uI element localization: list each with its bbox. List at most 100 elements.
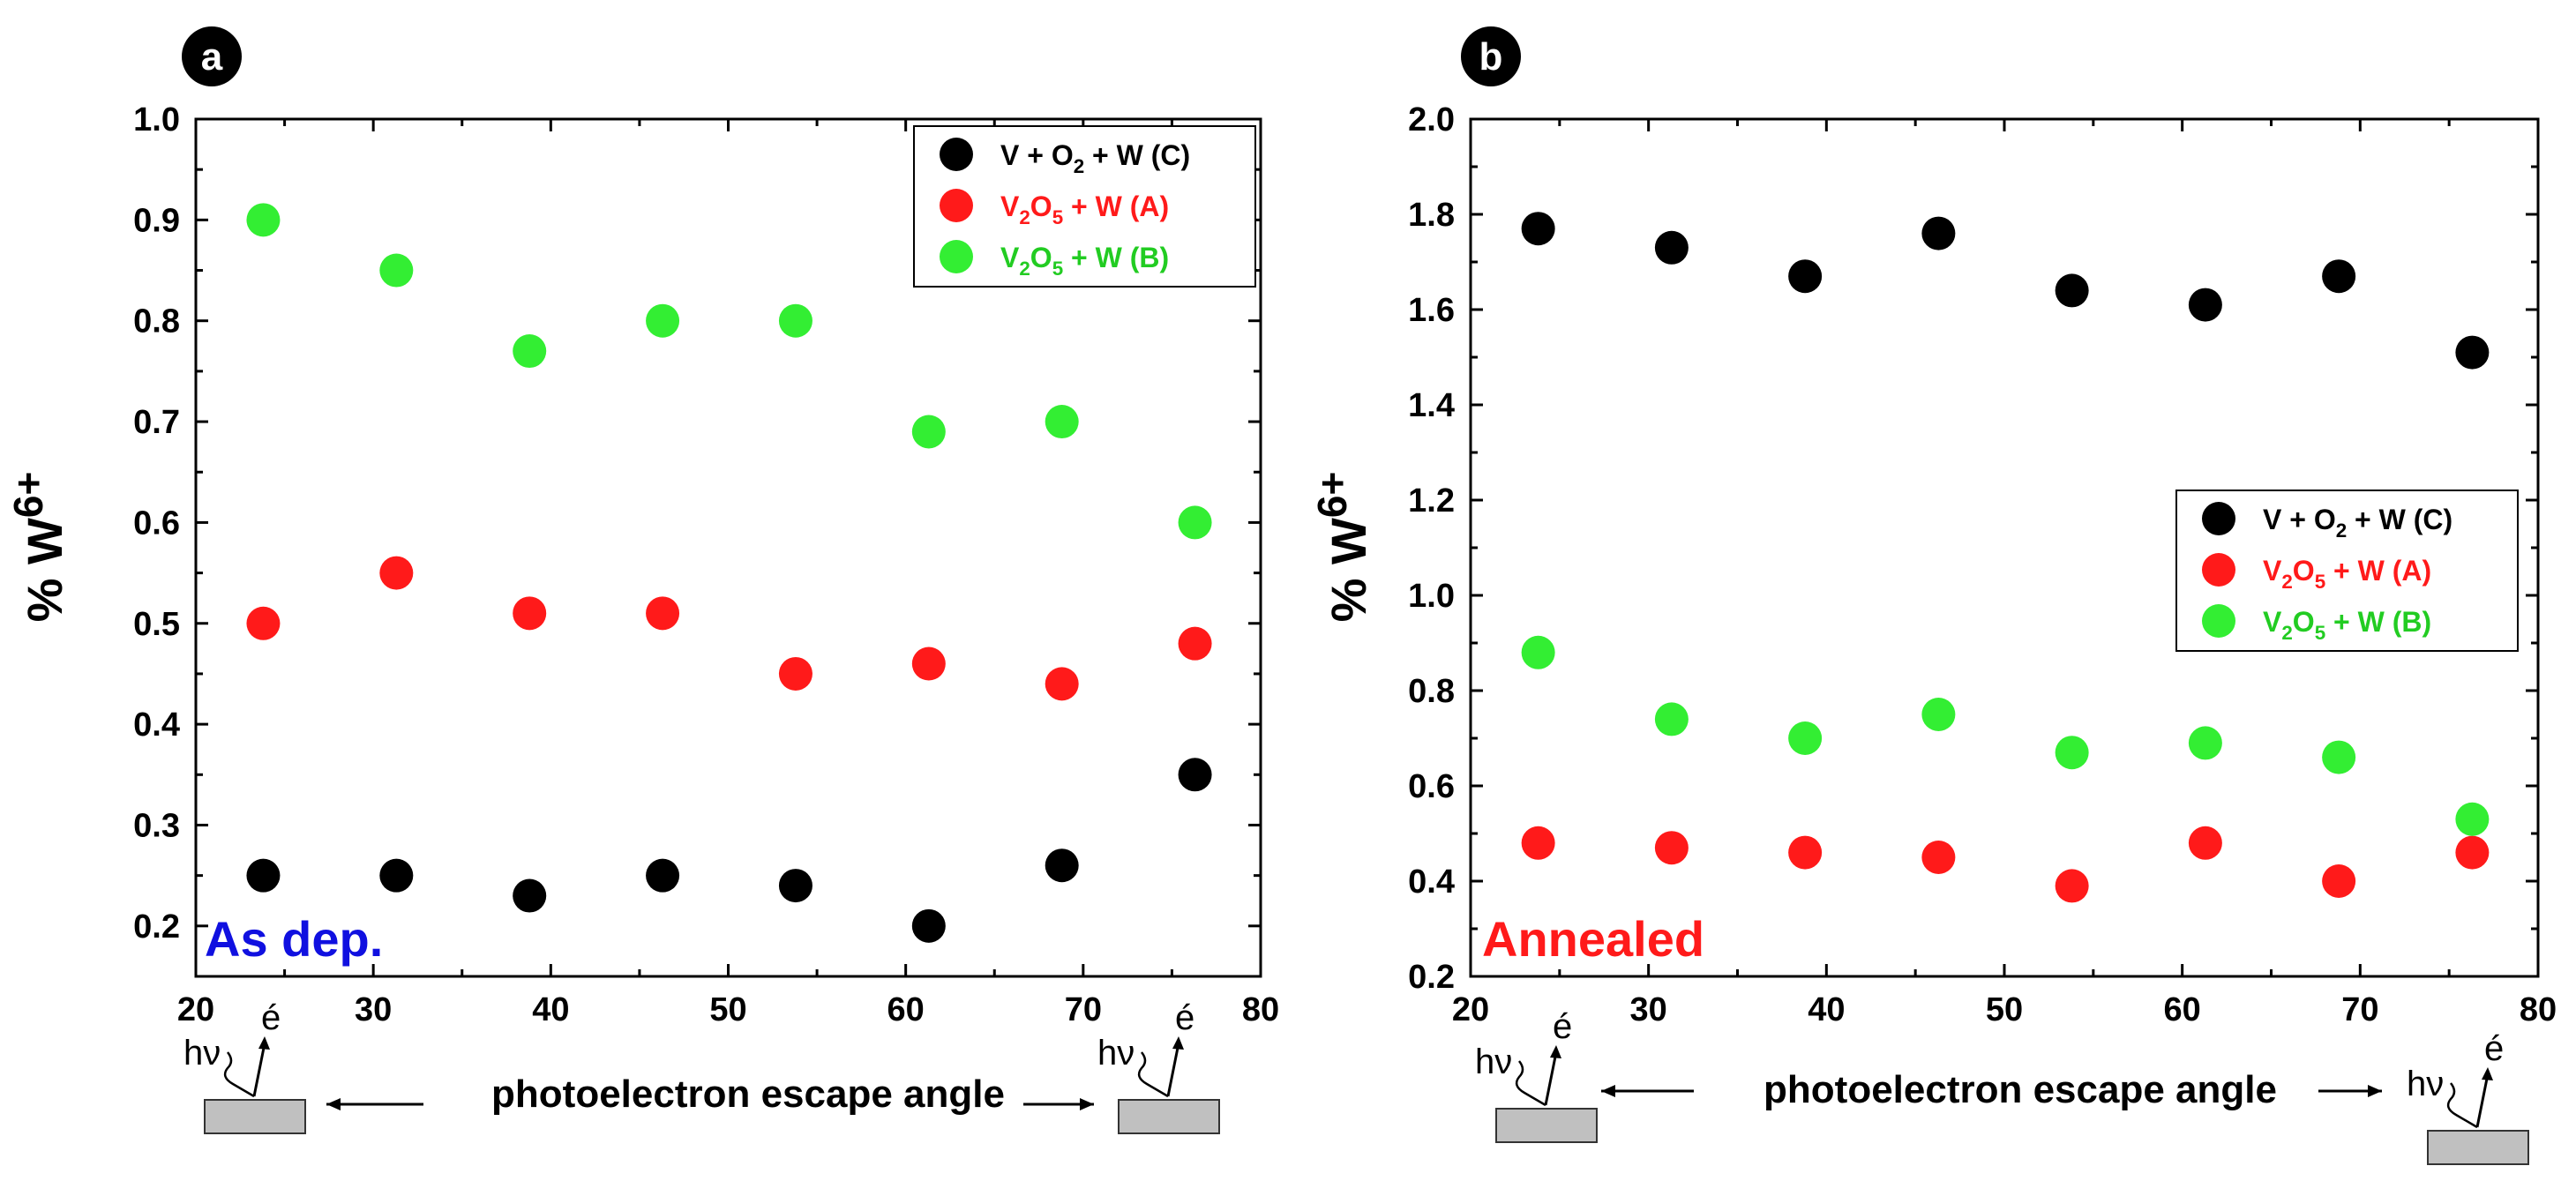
electron-arrow bbox=[1166, 1043, 1180, 1097]
x-tick-label: 20 bbox=[1452, 991, 1489, 1028]
data-point bbox=[246, 203, 281, 237]
legend-label: V2​O5​ + W (B) bbox=[1000, 242, 1169, 280]
y-tick-label: 1.2 bbox=[1408, 482, 1455, 519]
legend: V + O2​ + W (C) V2​O5​ + W (A) V2​O5​ + W … bbox=[913, 125, 1256, 288]
data-point bbox=[2188, 288, 2222, 322]
data-point bbox=[646, 303, 680, 338]
y-tick-label: 0.4 bbox=[1408, 863, 1455, 901]
data-point bbox=[646, 596, 680, 631]
data-point bbox=[2188, 726, 2222, 760]
data-point bbox=[1654, 230, 1689, 265]
x-tick-label: 60 bbox=[2164, 991, 2201, 1028]
data-point bbox=[1521, 826, 1555, 860]
series-3 bbox=[1521, 635, 2490, 836]
data-point bbox=[1521, 212, 1555, 246]
x-axis-label: photoelectron escape angle bbox=[491, 1073, 1005, 1116]
legend-label: V + O2​ + W (C) bbox=[1000, 139, 1190, 177]
data-point bbox=[246, 858, 281, 893]
electron-label: é bbox=[2484, 1029, 2504, 1068]
data-point bbox=[379, 858, 414, 893]
data-point bbox=[2188, 826, 2222, 860]
panel-badge bbox=[1461, 26, 1521, 86]
y-axis-label: % W6+ bbox=[5, 472, 72, 623]
electron-arrow-head bbox=[258, 1036, 270, 1050]
x-tick-label: 60 bbox=[887, 991, 925, 1028]
y-tick-label: 1.0 bbox=[133, 101, 180, 138]
chart-panel-b: 20 30 40 50 60 70 80 0.2 0.4 0.6 0.8 1.0 1.2 1.4 1.6 1.… bbox=[1309, 26, 2557, 1165]
data-point bbox=[778, 303, 812, 338]
data-point bbox=[2322, 259, 2356, 294]
data-point bbox=[911, 415, 946, 449]
x-tick-label: 40 bbox=[1808, 991, 1845, 1028]
electron-arrow bbox=[252, 1043, 266, 1097]
series-1 bbox=[1521, 212, 2490, 370]
data-point bbox=[1045, 667, 1079, 701]
annotation-label: Annealed bbox=[1482, 911, 1704, 967]
axis-arrow-head bbox=[1080, 1098, 1094, 1110]
x-axis-label: photoelectron escape angle bbox=[1764, 1068, 2277, 1111]
electron-arrow-head bbox=[1172, 1036, 1184, 1050]
photon-wave bbox=[1137, 1051, 1169, 1098]
axis-arrow-head bbox=[326, 1098, 341, 1110]
legend-marker bbox=[2202, 502, 2235, 535]
data-point bbox=[1045, 405, 1079, 439]
photon-label: hν bbox=[183, 1034, 221, 1073]
legend-label: V2​O5​ + W (A) bbox=[1000, 191, 1169, 228]
electron-label: é bbox=[1175, 998, 1194, 1037]
panel-badge bbox=[182, 26, 242, 86]
series-2 bbox=[1521, 826, 2490, 903]
schematic-left: hν é bbox=[1475, 1007, 1598, 1143]
x-tick-label: 20 bbox=[177, 991, 214, 1028]
sample-slab bbox=[2427, 1130, 2529, 1165]
data-point bbox=[2455, 335, 2490, 370]
x-tick-label: 30 bbox=[1630, 991, 1667, 1028]
y-tick-label: 1.8 bbox=[1408, 197, 1455, 234]
data-point bbox=[2322, 864, 2356, 898]
sample-slab bbox=[204, 1099, 306, 1134]
data-point bbox=[2455, 835, 2490, 870]
data-point bbox=[246, 606, 281, 640]
data-point bbox=[513, 878, 547, 913]
x-tick-label: 70 bbox=[2341, 991, 2378, 1028]
data-point bbox=[2055, 736, 2089, 770]
x-tick-label: 80 bbox=[2520, 991, 2557, 1028]
electron-arrow bbox=[2475, 1073, 2490, 1128]
legend-marker bbox=[2202, 553, 2235, 587]
data-point bbox=[1788, 259, 1823, 294]
data-point bbox=[1654, 702, 1689, 736]
y-tick-label: 0.8 bbox=[1408, 673, 1455, 710]
y-tick-label: 1.4 bbox=[1408, 387, 1455, 424]
photon-label: hν bbox=[2407, 1065, 2444, 1103]
photon-wave bbox=[2446, 1082, 2478, 1129]
y-tick-label: 0.2 bbox=[1408, 959, 1455, 996]
photon-wave bbox=[1515, 1060, 1546, 1107]
electron-arrow-head bbox=[2482, 1067, 2493, 1080]
schematic-left: hν é bbox=[183, 998, 306, 1134]
data-point bbox=[646, 858, 680, 893]
data-point bbox=[1178, 505, 1212, 540]
x-tick-label: 50 bbox=[1986, 991, 2023, 1028]
axis-arrow-head bbox=[1601, 1085, 1615, 1097]
data-point bbox=[1178, 758, 1212, 792]
data-point bbox=[1921, 841, 1956, 874]
electron-label: é bbox=[1553, 1007, 1572, 1046]
data-point bbox=[379, 253, 414, 288]
data-point bbox=[1654, 831, 1689, 865]
electron-arrow-head bbox=[1550, 1045, 1561, 1058]
electron-arrow bbox=[1544, 1051, 1558, 1106]
y-tick-label: 0.7 bbox=[133, 404, 180, 441]
y-tick-label: 0.3 bbox=[133, 807, 180, 844]
y-tick-label: 1.0 bbox=[1408, 578, 1455, 615]
x-tick-label: 70 bbox=[1065, 991, 1102, 1028]
data-point bbox=[379, 556, 414, 590]
series-2 bbox=[246, 556, 1212, 701]
legend-marker bbox=[940, 240, 973, 273]
data-point bbox=[778, 656, 812, 691]
electron-label: é bbox=[261, 998, 281, 1037]
axis-arrow-head bbox=[2368, 1085, 2382, 1097]
y-tick-label: 0.8 bbox=[133, 303, 180, 340]
photon-wave bbox=[223, 1051, 255, 1098]
x-tick-label: 80 bbox=[1242, 991, 1279, 1028]
x-tick-label: 50 bbox=[709, 991, 746, 1028]
chart-panel-a: 20 30 40 50 60 70 80 0.2 0.3 0.4 0.5 0.6 0.7 0.8 0.9 1.… bbox=[5, 26, 1279, 1134]
